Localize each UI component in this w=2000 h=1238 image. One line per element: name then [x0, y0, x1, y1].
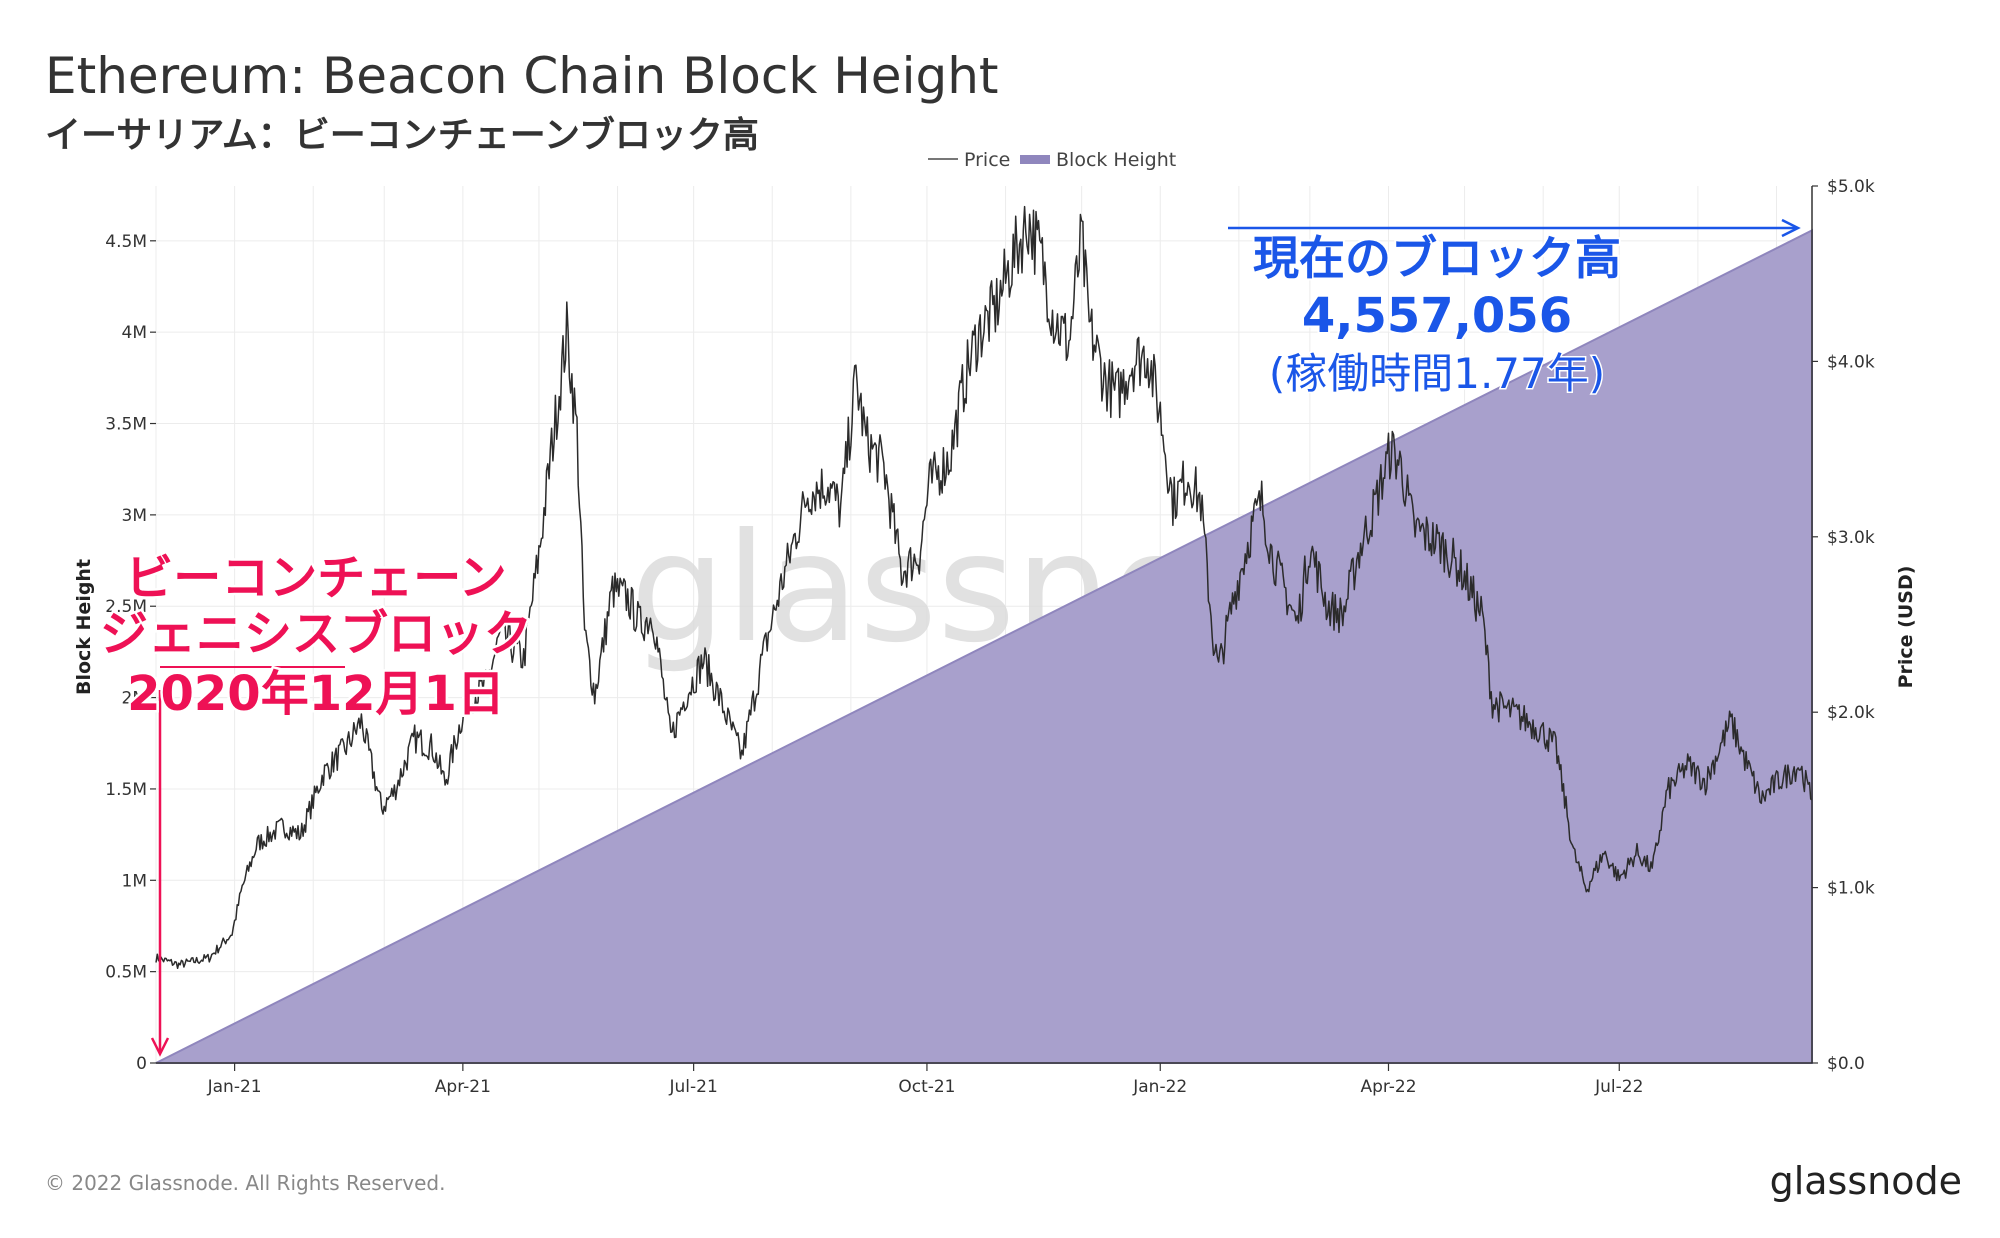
x-tick-label: Jan-21 [207, 1077, 262, 1097]
genesis-line2: ジェニシスブロック [100, 606, 532, 662]
price-line [155, 205, 1813, 970]
y-left-tick-label: 1M [122, 871, 147, 891]
y-left-tick-label: 4M [122, 323, 147, 343]
footer-copyright: © 2022 Glassnode. All Rights Reserved. [45, 1171, 445, 1195]
current-line1: 現在のブロック高 [1253, 231, 1621, 285]
chart-subtitle: イーサリアム：ビーコンチェーンブロック高 [45, 114, 759, 156]
genesis-annotation: ビーコンチェーン ジェニシスブロック 2020年12月1日 [97, 548, 535, 1057]
footer-logo: glassnode [1770, 1159, 1962, 1203]
x-tick-label: Apr-22 [1360, 1077, 1416, 1097]
y-left-tick-label: 2M [122, 689, 147, 709]
y-right-tick-label: $4.0k [1827, 352, 1875, 372]
y-left-tick-label: 0 [136, 1054, 147, 1074]
current-arrow-head [1781, 218, 1801, 238]
x-tick-label: Jan-22 [1132, 1077, 1187, 1097]
legend-block-height-label: Block Height [1056, 149, 1176, 171]
y-left-tick-label: 3M [122, 506, 147, 526]
y-right-tick-label: $2.0k [1827, 703, 1875, 723]
legend: Price Block Height [928, 149, 1176, 171]
x-tick-label: Jul-22 [1594, 1077, 1643, 1097]
genesis-line3: 2020年12月1日 [127, 666, 505, 722]
current-line3: (稼働時間1.77年) [1269, 349, 1605, 398]
y-right-tick-label: $1.0k [1827, 879, 1875, 899]
y-right-tick-label: $5.0k [1827, 177, 1875, 197]
y-left-tick-label: 2.5M [105, 597, 147, 617]
axes: Jan-21 Apr-21 Jul-21 Oct-21 Jan-22 Apr-22 Jul-… [105, 177, 1875, 1097]
y-right-tick-label: $0.0 [1827, 1054, 1865, 1074]
y-axis-right-title: Price (USD) [1895, 566, 1917, 689]
genesis-arrow-head [150, 1037, 170, 1057]
y-right-tick-label: $3.0k [1827, 528, 1875, 548]
x-tick-label: Jul-21 [668, 1077, 717, 1097]
genesis-line1: ビーコンチェーン [125, 550, 507, 606]
chart-title: Ethereum: Beacon Chain Block Height [45, 47, 999, 105]
legend-block-height-swatch [1020, 155, 1050, 164]
current-annotation: 現在のブロック高 4,557,056 (稼働時間1.77年) [1228, 218, 1801, 400]
y-left-tick-label: 3.5M [105, 415, 147, 435]
current-line2: 4,557,056 [1302, 288, 1572, 344]
y-left-tick-label: 0.5M [105, 963, 147, 983]
x-tick-label: Apr-21 [435, 1077, 491, 1097]
y-axis-left-title: Block Height [73, 559, 95, 695]
y-left-tick-label: 1.5M [105, 780, 147, 800]
y-left-tick-label: 4.5M [105, 232, 147, 252]
legend-price-label: Price [964, 149, 1010, 171]
x-tick-label: Oct-21 [898, 1077, 955, 1097]
